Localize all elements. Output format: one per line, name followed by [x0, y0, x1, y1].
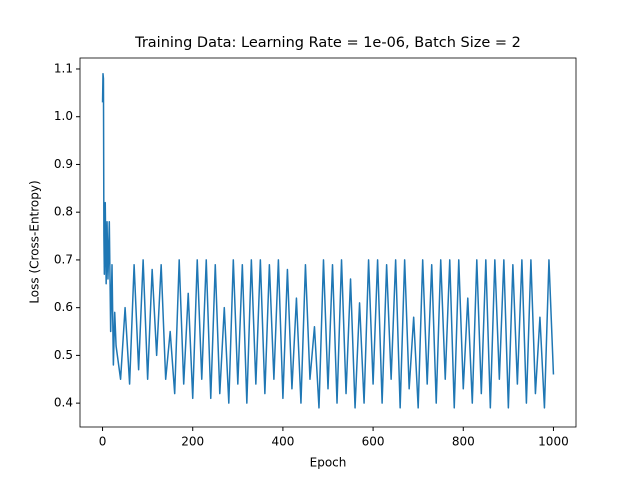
y-tick-label: 0.8 [54, 205, 73, 219]
y-axis-label: Loss (Cross-Entropy) [28, 180, 42, 303]
x-tick-label: 0 [99, 435, 107, 449]
y-tick-label: 0.4 [54, 396, 73, 410]
x-tick-label: 400 [271, 435, 294, 449]
y-tick-label: 0.5 [54, 348, 73, 362]
x-axis-label: Epoch [310, 456, 347, 470]
y-tick-label: 1.0 [54, 109, 73, 123]
x-tick-label: 600 [362, 435, 385, 449]
x-tick-label: 200 [181, 435, 204, 449]
chart-title: Training Data: Learning Rate = 1e-06, Ba… [134, 35, 521, 51]
x-tick-label: 800 [452, 435, 475, 449]
plot-frame [79, 57, 577, 428]
y-tick-label: 1.1 [54, 61, 73, 75]
y-tick-label: 0.7 [54, 252, 73, 266]
line-series [101, 73, 555, 409]
x-tick-label: 1000 [538, 435, 569, 449]
y-tick-label: 0.9 [54, 157, 73, 171]
y-tick-label: 0.6 [54, 300, 73, 314]
